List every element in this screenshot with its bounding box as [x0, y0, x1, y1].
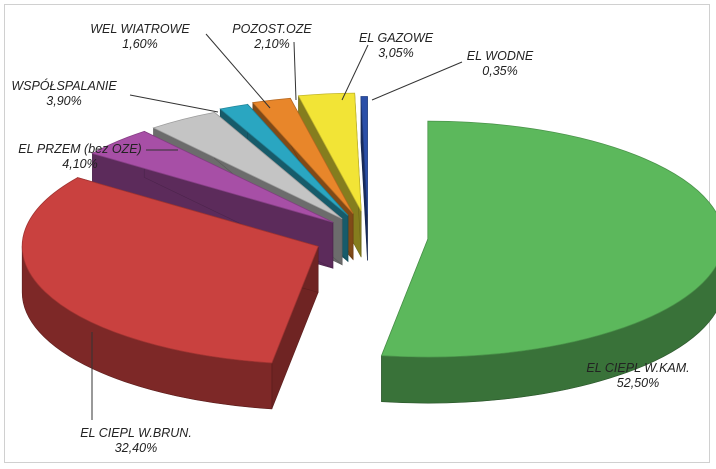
slice-label-el-ciepl-w-brun: EL CIEPL W.BRUN. [80, 426, 192, 440]
leader-line-wel-wiatrowe [205, 33, 271, 109]
leader-line-pozost-oze [293, 41, 297, 101]
slice-label-wsp-spalanie: WSPÓŁSPALANIE [11, 78, 117, 93]
slice-value-wsp-spalanie: 3,90% [46, 94, 81, 108]
leader-line-wsp-spalanie [129, 94, 219, 113]
slice-value-el-wodne: 0,35% [482, 64, 517, 78]
slice-value-el-gazowe: 3,05% [378, 46, 413, 60]
slice-label-wel-wiatrowe: WEL WIATROWE [90, 22, 190, 36]
slice-value-el-ciepl-w-brun: 32,40% [115, 441, 157, 455]
slice-el-wodne [360, 96, 368, 215]
slice-pozost-oze [252, 97, 354, 214]
slice-value-pozost-oze: 2,10% [253, 37, 289, 51]
slice-el-ciepl-w-brun [21, 177, 319, 364]
slice-value-el-przem-bez-oze: 4,10% [62, 157, 97, 171]
leader-line-el-gazowe [341, 44, 369, 101]
slice-value-wel-wiatrowe: 1,60% [122, 37, 157, 51]
slice-wel-wiatrowe [219, 103, 349, 216]
leader-line-el-wodne [371, 61, 463, 101]
slice-label-el-wodne: EL WODNE [467, 49, 534, 63]
slice-el-przem-bez-oze [91, 130, 334, 223]
slice-el-ciepl-w-kam [380, 120, 716, 358]
slice-value-el-ciepl-w-kam: 52,50% [617, 376, 659, 390]
slice-label-el-gazowe: EL GAZOWE [359, 31, 434, 45]
slice-label-el-ciepl-w-kam: EL CIEPL W.KAM. [586, 361, 689, 375]
slice-el-gazowe [297, 92, 362, 212]
slice-wsp-spalanie [152, 111, 343, 220]
slice-label-pozost-oze: POZOST.OZE [232, 22, 312, 36]
slice-label-el-przem-bez-oze: EL PRZEM (bez OZE) [18, 142, 141, 156]
